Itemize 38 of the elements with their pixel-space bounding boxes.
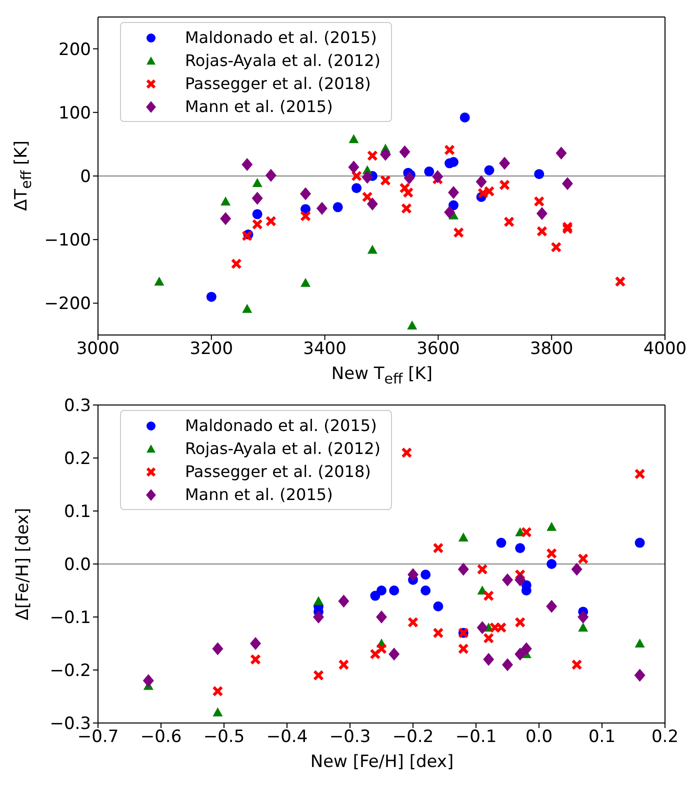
y-tick-label: −0.1 [50,608,91,628]
x-tick-label: −0.3 [329,727,371,748]
x-tick-label: −0.4 [266,727,308,748]
y-tick-label: −0.3 [50,714,91,734]
y-tick-label: −200 [44,294,91,314]
legend-label: Maldonado et al. (2015) [185,27,377,49]
legend-label: Passegger et al. (2018) [185,73,371,95]
y-tick-label: −100 [44,230,91,251]
x-tick-label: 4000 [643,339,687,360]
x-tick-label: −0.5 [203,727,245,748]
y-tick-label: 0.0 [64,555,91,576]
legend-label: Rojas-Ayala et al. (2012) [185,438,380,460]
x-tick-label: 0.0 [525,727,553,748]
legend-label: Rojas-Ayala et al. (2012) [185,50,380,72]
legend-label: Maldonado et al. (2015) [185,415,377,437]
x-tick-label: 3600 [416,339,460,360]
x-tick-label: 0.2 [651,727,679,748]
y-tick-label: −0.2 [50,661,91,682]
y-tick-label: 200 [58,40,91,60]
legend-label: Mann et al. (2015) [185,96,333,118]
x-tick-label: −0.6 [140,727,182,748]
x-tick-label: −0.1 [455,727,497,748]
y-tick-label: 0.1 [64,502,91,522]
y-axis-title: Δ[Fe/H] [dex] [13,507,33,620]
x-tick-label: 3000 [76,339,120,360]
x-tick-label: −0.2 [392,727,434,748]
y-tick-label: 100 [58,103,91,124]
x-tick-label: 0.1 [588,727,616,748]
y-tick-label: 0 [80,167,91,188]
y-tick-label: 0.3 [64,396,91,416]
legend-label: Passegger et al. (2018) [185,461,371,483]
x-tick-label: 3800 [530,339,574,360]
x-tick-label: 3200 [190,339,234,360]
x-tick-label: 3400 [303,339,346,360]
y-tick-label: 0.2 [64,449,91,470]
x-axis-title: New T$_{eff}$ [K] [330,364,434,388]
legend-label: Mann et al. (2015) [185,484,333,506]
x-axis-title: New [Fe/H] [dex] [309,752,455,772]
